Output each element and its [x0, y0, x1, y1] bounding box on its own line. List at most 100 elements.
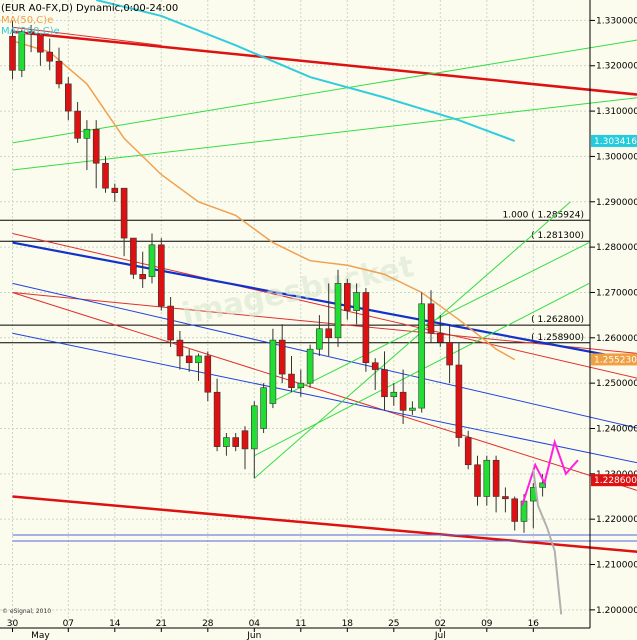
y-tick-label: 1.320000: [596, 62, 637, 72]
x-tick-label: 16: [528, 619, 540, 629]
x-tick-label: 09: [481, 619, 493, 629]
price-tag-label: 1.228600: [594, 476, 637, 486]
candle-down: [288, 373, 295, 388]
candle-up: [418, 303, 426, 409]
candle-down: [371, 362, 379, 370]
candle-down: [158, 244, 165, 307]
x-axis-labels: 30 07 14 21 28 04 11 18 25 02 09 16 May Jun Jul: [7, 619, 540, 640]
candle-up: [353, 292, 360, 311]
candle-down: [204, 355, 212, 393]
price-tag: [591, 353, 637, 366]
candle-down: [9, 35, 16, 71]
candle-down: [427, 303, 435, 334]
trend-line-red-thin: [12, 291, 637, 354]
chart-title: (EUR A0-FX,D) Dynamic,0:00-24:00: [1, 3, 178, 14]
candle-down: [381, 369, 388, 398]
candle-down: [241, 430, 249, 450]
candle-down: [213, 391, 221, 447]
level-label: ( 1.262800): [531, 315, 584, 325]
trend-line-red-thin: [12, 26, 162, 46]
x-tick-label: 04: [249, 619, 261, 629]
candle-down: [37, 33, 44, 53]
candle-down: [399, 391, 407, 411]
candle-up: [483, 459, 491, 497]
candle-down: [343, 283, 351, 311]
candle-down: [130, 237, 137, 275]
candle-down: [111, 187, 119, 194]
candle-up: [297, 382, 305, 388]
projection-gray: [532, 469, 563, 615]
x-tick-label: 21: [156, 619, 167, 629]
y-tick-label: 1.290000: [596, 198, 637, 208]
trend-line-green: [12, 39, 637, 144]
y-tick-label: 1.220000: [596, 515, 637, 525]
level-label: 1.000 ( 1.285924): [503, 210, 584, 220]
x-tick-label: 02: [435, 619, 446, 629]
candle-up: [18, 31, 26, 71]
candle-up: [83, 128, 91, 139]
x-tick-label: 28: [202, 619, 214, 629]
candle-down: [65, 83, 72, 112]
level-label: ( 1.258900): [531, 333, 584, 343]
candle-down: [185, 355, 193, 364]
price-tag-label: 1.303416: [594, 137, 637, 147]
plot-area: [0, 0, 590, 628]
y-tick-label: 1.200000: [596, 606, 637, 616]
month-label: May: [31, 631, 50, 640]
candle-up: [334, 283, 342, 339]
x-tick-label: 07: [63, 619, 74, 629]
price-tag: [591, 134, 637, 147]
candle-up: [269, 339, 277, 404]
candle-up: [223, 437, 230, 447]
candle-down: [325, 328, 333, 339]
candle-down: [27, 31, 35, 35]
legend-ma200: MA(200,C)e: [1, 26, 60, 37]
month-label: Jun: [246, 631, 261, 640]
trend-line-green: [12, 97, 637, 171]
candle-down: [139, 274, 146, 280]
x-tick-label: 11: [295, 619, 306, 629]
x-tick-label: 30: [7, 619, 19, 629]
price-tag: [591, 474, 637, 487]
month-label: Jul: [434, 631, 446, 640]
candle-down: [92, 128, 100, 164]
price-tag-label: 1.255230: [594, 355, 637, 365]
y-tick-label: 1.330000: [596, 16, 637, 26]
y-tick-label: 1.240000: [596, 424, 637, 434]
candle-down: [362, 292, 370, 364]
candle-down: [167, 305, 174, 341]
moving-averages: [12, 0, 516, 361]
trend-line-red-thick: [12, 495, 637, 553]
y-tick-label: 1.280000: [596, 243, 637, 253]
candle-up: [539, 482, 546, 488]
candle-down: [502, 496, 509, 500]
candle-down: [120, 187, 128, 239]
y-tick-label: 1.260000: [596, 334, 637, 344]
candle-down: [446, 342, 453, 366]
projection-paths: [521, 438, 579, 615]
candle-up: [390, 391, 398, 398]
candle-up: [195, 355, 202, 364]
y-axis-labels: 1.2000001.2100001.2200001.2300001.240000…: [590, 16, 637, 616]
candle-down: [176, 339, 184, 357]
footer-credit: © eSignal, 2010: [2, 608, 51, 615]
level-label: ( 1.281300): [531, 231, 584, 241]
y-tick-label: 1.300000: [596, 152, 637, 162]
candle-down: [74, 110, 81, 139]
horizontal-levels: 1.000 ( 1.285924) ( 1.281300) ( 1.262800) (…: [0, 210, 590, 344]
x-tick-label: 18: [342, 619, 354, 629]
candle-down: [464, 437, 472, 466]
candle-down: [511, 498, 519, 522]
trend-line-green: [253, 201, 571, 479]
candle-down: [455, 364, 463, 438]
candle-up: [409, 407, 416, 411]
candle-down: [46, 51, 54, 62]
y-tick-label: 1.210000: [596, 561, 637, 571]
y-tick-label: 1.250000: [596, 379, 637, 389]
candle-down: [436, 332, 444, 343]
ma200-line: [95, 0, 516, 142]
candle-down: [278, 339, 286, 375]
candle-up: [251, 405, 258, 450]
y-tick-label: 1.310000: [596, 107, 637, 117]
